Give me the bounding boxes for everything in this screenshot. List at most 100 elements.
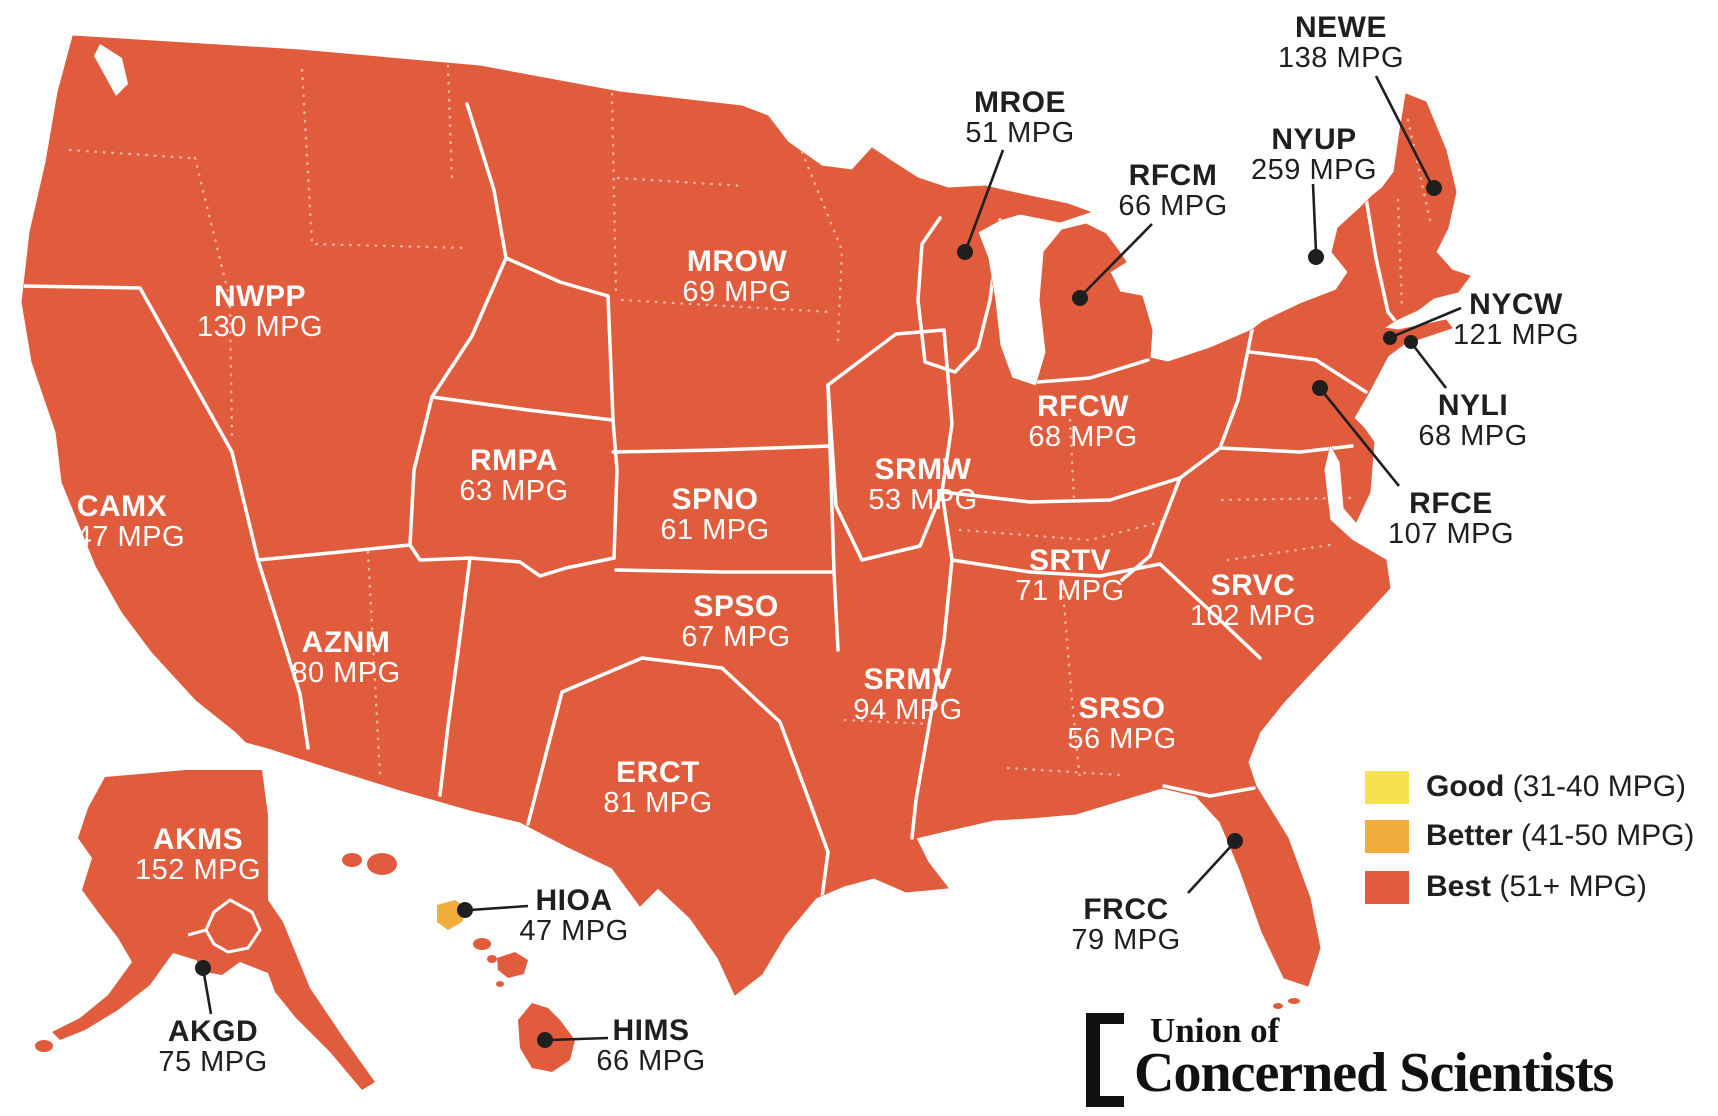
logo-line1: Union of	[1150, 1011, 1280, 1050]
region-code: SRVC	[1210, 569, 1296, 602]
region-code: HIMS	[612, 1014, 690, 1047]
region-code: RFCM	[1128, 159, 1218, 192]
region-code: MROE	[974, 86, 1066, 119]
region-mpg: 94 MPG	[853, 694, 963, 726]
legend-text-best: Best (51+ MPG)	[1426, 870, 1647, 904]
region-label-rfcm: RFCM 66 MPG	[1118, 159, 1227, 222]
callout-dots	[195, 180, 1442, 1048]
region-code: AKGD	[167, 1015, 259, 1048]
callout-line-nycw	[1393, 306, 1462, 338]
region-label-srtv: SRTV 71 MPG	[1015, 546, 1124, 607]
region-label-nycw: NYCW 121 MPG	[1453, 288, 1579, 351]
legend-swatch-good	[1365, 770, 1409, 804]
aleutian-island	[367, 853, 397, 875]
region-mpg: 107 MPG	[1388, 518, 1514, 550]
hawaii-island	[473, 938, 491, 950]
callout-dot-nycw	[1383, 331, 1397, 345]
region-code: RFCW	[1037, 390, 1129, 423]
legend-text-good: Good (31-40 MPG)	[1426, 770, 1686, 804]
region-mpg: 102 MPG	[1190, 600, 1316, 632]
region-mpg: 61 MPG	[660, 514, 770, 546]
region-code: HIOA	[535, 884, 613, 917]
callout-line-hims	[549, 1036, 609, 1042]
region-mpg: 147 MPG	[59, 521, 185, 553]
region-mpg: 63 MPG	[459, 475, 569, 507]
region-code: RMPA	[469, 444, 559, 477]
region-label-srmv: SRMV 94 MPG	[853, 663, 963, 726]
region-code: SRSO	[1078, 692, 1166, 725]
region-mpg: 68 MPG	[1028, 421, 1138, 453]
region-code: SRMW	[874, 453, 972, 486]
region-label-hioa: HIOA 47 MPG	[519, 884, 628, 947]
callout-dot-nyup	[1308, 249, 1324, 265]
legend-swatch-best	[1365, 870, 1409, 904]
florida-key	[1273, 1003, 1283, 1009]
region-mpg: 56 MPG	[1067, 723, 1177, 755]
callout-dot-frcc	[1227, 833, 1243, 849]
legend-text-better: Better (41-50 MPG)	[1426, 819, 1694, 853]
region-label-spno: SPNO 61 MPG	[660, 483, 770, 546]
callout-line-rfcm	[1082, 223, 1153, 295]
region-label-rmpa: RMPA 63 MPG	[459, 444, 569, 507]
logo-line2: Concerned Scientists	[1134, 1042, 1614, 1104]
region-label-frcc: FRCC 79 MPG	[1071, 895, 1181, 956]
region-label-aznm: AZNM 80 MPG	[291, 626, 401, 689]
region-code: RFCE	[1409, 487, 1493, 520]
region-code: SPNO	[671, 483, 759, 516]
region-code: NYLI	[1437, 389, 1509, 422]
region-code: AZNM	[301, 626, 391, 659]
callout-dot-akgd	[195, 960, 211, 976]
region-code: SRMV	[863, 663, 953, 696]
region-code: NYCW	[1469, 288, 1563, 321]
legend-range: (41-50 MPG)	[1521, 819, 1695, 852]
region-mpg: 67 MPG	[681, 621, 791, 653]
florida-key	[1288, 998, 1300, 1004]
callout-dot-hims	[537, 1032, 553, 1048]
region-label-erct: ERCT 81 MPG	[603, 756, 713, 819]
region-mpg: 75 MPG	[158, 1046, 268, 1078]
callout-line-nyli	[1411, 344, 1448, 389]
region-code: SPSO	[693, 590, 779, 623]
alaska-landmass	[52, 770, 375, 1090]
region-code: NEWE	[1295, 11, 1387, 44]
region-label-rfce: RFCE 107 MPG	[1388, 487, 1514, 550]
legend-label: Better	[1426, 819, 1513, 852]
callout-line-hioa	[469, 904, 529, 912]
region-code: NYUP	[1271, 123, 1357, 156]
region-mpg: 51 MPG	[965, 117, 1075, 149]
region-label-nwpp: NWPP 130 MPG	[197, 280, 323, 343]
region-mpg: 69 MPG	[682, 276, 792, 308]
callout-line-frcc	[1187, 843, 1234, 894]
region-mpg: 53 MPG	[868, 484, 978, 516]
callout-dot-nyli	[1404, 335, 1418, 349]
callout-line-akgd	[202, 973, 213, 1015]
region-mpg: 79 MPG	[1071, 924, 1181, 956]
hawaii-island	[496, 981, 504, 987]
region-mpg: 130 MPG	[197, 311, 323, 343]
callout-line-newe	[1374, 75, 1433, 185]
region-label-srmw: SRMW 53 MPG	[868, 453, 978, 516]
alaska-inner-boundary	[187, 898, 262, 954]
legend-item-better: Better (41-50 MPG)	[1365, 819, 1694, 853]
bracket-icon	[1086, 1013, 1124, 1107]
region-label-rfcw: RFCW 68 MPG	[1028, 390, 1138, 453]
region-label-mroe: MROE 51 MPG	[965, 86, 1075, 149]
region-mpg: 81 MPG	[603, 787, 713, 819]
callout-line-mroe	[965, 149, 1005, 248]
alaska-group	[35, 770, 397, 1090]
region-code: NWPP	[214, 280, 306, 313]
region-label-nyli: NYLI 68 MPG	[1418, 389, 1527, 452]
region-mpg: 152 MPG	[135, 854, 261, 886]
hawaii-island-maui	[497, 952, 528, 978]
callout-line-nyup	[1311, 183, 1318, 253]
callout-dot-newe	[1426, 180, 1442, 196]
aleutian-island	[342, 853, 362, 867]
callout-line-rfce	[1321, 391, 1401, 487]
region-code: ERCT	[616, 756, 700, 789]
callout-lines	[202, 75, 1462, 1042]
legend-item-best: Best (51+ MPG)	[1365, 870, 1647, 904]
region-mpg: 80 MPG	[291, 657, 401, 689]
region-mpg: 138 MPG	[1278, 42, 1404, 74]
region-mpg: 121 MPG	[1453, 319, 1579, 351]
region-label-mrow: MROW 69 MPG	[682, 247, 792, 308]
